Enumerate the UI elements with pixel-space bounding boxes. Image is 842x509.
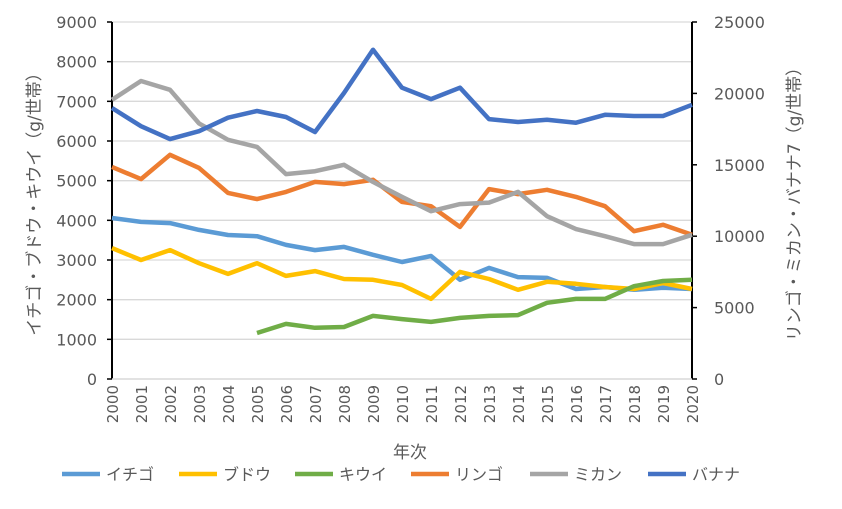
legend-label: イチゴ bbox=[106, 465, 154, 484]
right-y-axis-label: リンゴ・ミカン・バナナ7（g/世帯） bbox=[784, 59, 805, 341]
series-line-リンゴ bbox=[111, 152, 693, 237]
right-tick-label: 25000 bbox=[714, 13, 765, 32]
x-tick-label: 2006 bbox=[278, 385, 296, 423]
x-tick-label: 2017 bbox=[597, 385, 615, 423]
left-tick-label: 0 bbox=[87, 370, 97, 389]
right-tick-label: 15000 bbox=[714, 156, 765, 175]
legend-label: バナナ bbox=[692, 465, 740, 484]
left-tick-label: 4000 bbox=[56, 211, 97, 230]
series-line-イチゴ bbox=[111, 215, 693, 293]
x-tick-label: 2018 bbox=[626, 385, 644, 423]
x-tick-label: 2005 bbox=[249, 385, 267, 423]
series-line-キウイ bbox=[256, 277, 693, 336]
x-tick-label: 2014 bbox=[510, 385, 528, 423]
x-tick-label: 2002 bbox=[162, 385, 180, 423]
legend-label: ブドウ bbox=[223, 465, 271, 484]
x-tick-label: 2001 bbox=[133, 385, 151, 423]
gridlines bbox=[112, 21, 692, 340]
left-tick-label: 5000 bbox=[56, 172, 97, 191]
x-tick-label: 2000 bbox=[104, 385, 122, 423]
series-line-ミカン bbox=[110, 78, 693, 247]
x-tick-label: 2016 bbox=[568, 385, 586, 423]
legend-label: キウイ bbox=[339, 465, 387, 484]
x-tick-label: 2019 bbox=[655, 385, 673, 423]
axes bbox=[107, 21, 697, 380]
x-tick-label: 2007 bbox=[307, 385, 325, 423]
tick-labels: 0 1000 2000 3000 4000 5000 6000 7000 8000 9000 0 50… bbox=[56, 13, 765, 423]
left-tick-label: 2000 bbox=[56, 291, 97, 310]
left-tick-label: 9000 bbox=[56, 13, 97, 32]
right-tick-label: 5000 bbox=[714, 299, 755, 318]
x-tick-label: 2013 bbox=[481, 385, 499, 423]
legend-label: ミカン bbox=[574, 465, 622, 484]
right-tick-label: 20000 bbox=[714, 84, 765, 103]
legend: イチゴ ブドウ キウイ リンゴ ミカン バナナ bbox=[62, 465, 740, 484]
x-tick-label: 2010 bbox=[394, 385, 412, 423]
left-tick-label: 3000 bbox=[56, 251, 97, 270]
left-tick-label: 6000 bbox=[56, 132, 97, 151]
x-tick-label: 2012 bbox=[452, 385, 470, 423]
right-tick-label: 0 bbox=[714, 370, 724, 389]
legend-label: リンゴ bbox=[455, 465, 503, 484]
x-tick-label: 2004 bbox=[220, 385, 238, 423]
x-tick-label: 2009 bbox=[365, 385, 383, 423]
left-y-axis-label: イチゴ・ブドウ・キウイ（g/世帯） bbox=[24, 64, 45, 336]
left-tick-label: 7000 bbox=[56, 92, 97, 111]
x-tick-label: 2011 bbox=[423, 385, 441, 423]
series-lines bbox=[110, 47, 693, 336]
x-tick-label: 2015 bbox=[539, 385, 557, 423]
right-tick-label: 10000 bbox=[714, 227, 765, 246]
x-axis-label: 年次 bbox=[393, 443, 427, 463]
series-line-バナナ bbox=[110, 47, 693, 142]
x-tick-label: 2020 bbox=[684, 385, 702, 423]
x-tick-label: 2003 bbox=[191, 385, 209, 423]
left-tick-label: 8000 bbox=[56, 53, 97, 72]
x-tick-label: 2008 bbox=[336, 385, 354, 423]
left-tick-label: 1000 bbox=[56, 330, 97, 349]
series-line-ブドウ bbox=[111, 246, 693, 302]
